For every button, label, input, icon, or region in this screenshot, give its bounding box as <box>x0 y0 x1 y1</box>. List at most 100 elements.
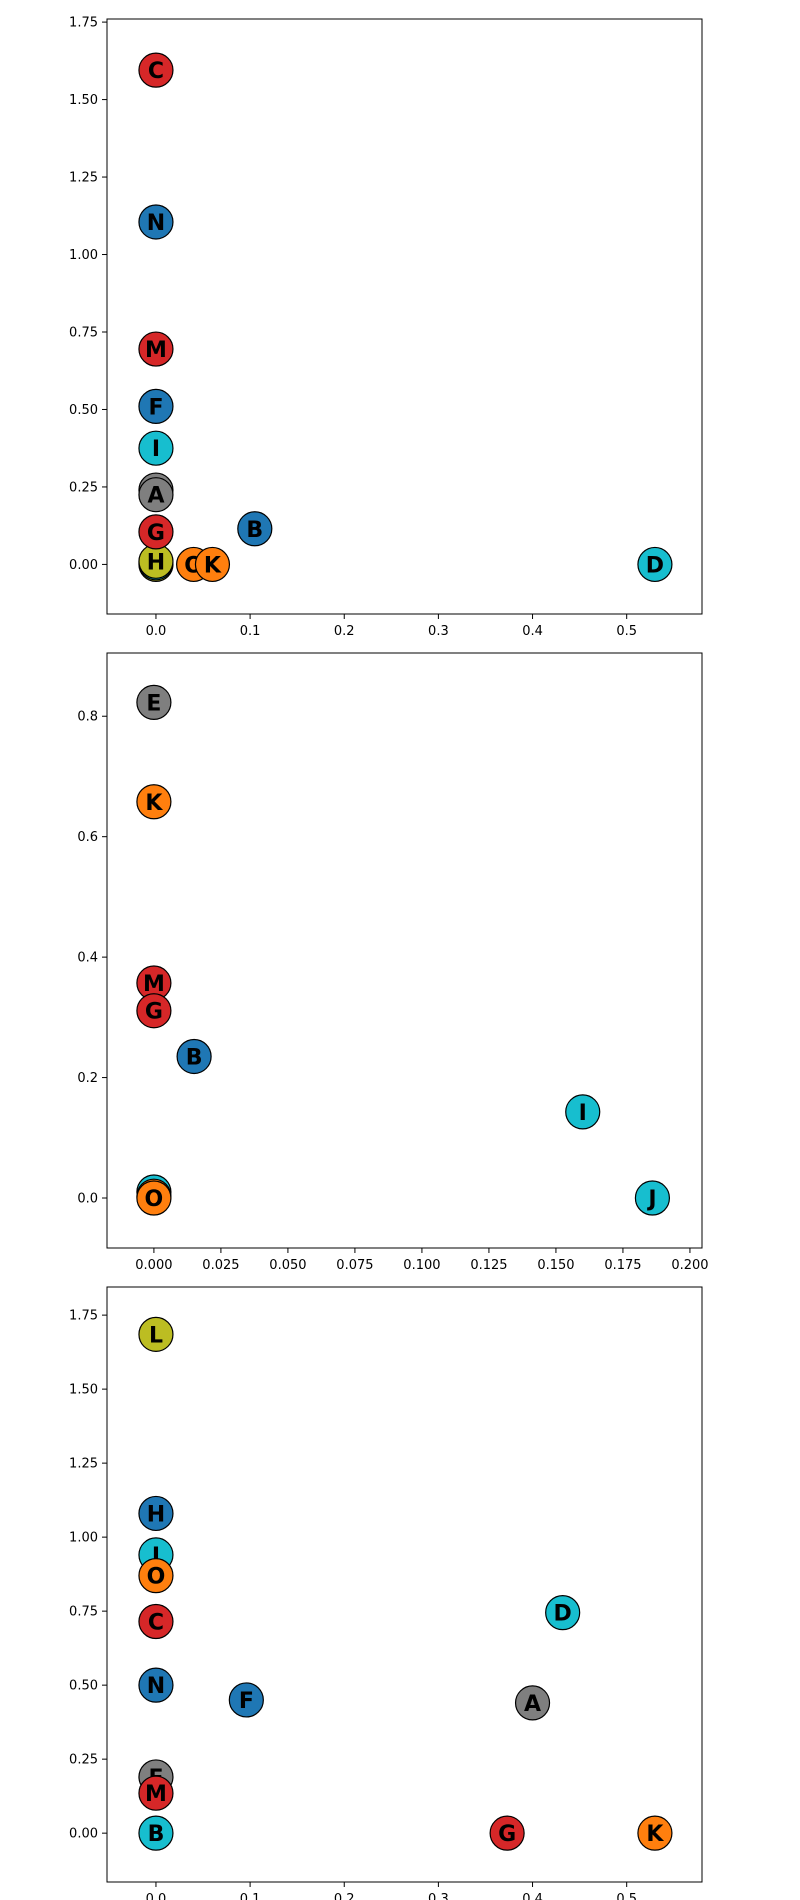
y-tick-label: 0.00 <box>69 1827 98 1842</box>
point-b: B <box>237 511 273 547</box>
plot-frame <box>106 1286 703 1883</box>
y-tick-label: 0.8 <box>77 710 98 725</box>
point-label: K <box>646 1822 664 1847</box>
point-marker <box>634 1180 671 1216</box>
point-l: L <box>138 1316 174 1352</box>
point-label: D <box>554 1602 572 1627</box>
point-label: F <box>148 395 163 420</box>
y-tick-label: 0.50 <box>69 1679 98 1694</box>
x-tick-label: 0.3 <box>428 1892 449 1900</box>
x-tick-label: 0.1 <box>240 624 261 639</box>
point-label: H <box>147 1502 165 1527</box>
point-marker <box>138 1603 174 1640</box>
subplot-2: 0.000 0.025 0.050 0.075 0.100 0.125 0.150 0.175… <box>77 652 709 1273</box>
point-marker <box>637 1815 673 1851</box>
point-label: D <box>646 553 664 578</box>
point-b: B <box>138 1815 174 1851</box>
point-h: H <box>138 543 174 579</box>
point-m: M <box>138 1775 174 1811</box>
point-label: N <box>147 1674 165 1699</box>
point-label: C <box>148 1611 164 1636</box>
point-label: M <box>145 338 167 363</box>
point-label: H <box>147 550 165 575</box>
point-g: G <box>489 1815 525 1851</box>
point-label: G <box>498 1822 516 1847</box>
x-tick-label: 0.4 <box>522 624 543 639</box>
point-m: M <box>138 331 174 367</box>
point-marker <box>545 1595 581 1631</box>
point-h: H <box>138 1495 174 1532</box>
point-marker <box>138 388 174 424</box>
point-f: F <box>138 388 174 424</box>
point-d: D <box>545 1595 581 1631</box>
y-tick-label: 0.6 <box>77 830 98 845</box>
x-tick-label: 0.0 <box>146 624 167 639</box>
point-marker <box>138 1316 174 1352</box>
point-marker <box>237 511 273 547</box>
y-tick-label: 1.25 <box>69 171 98 186</box>
point-label: A <box>147 484 164 509</box>
x-tick-label: 0.2 <box>334 624 355 639</box>
plot-frame <box>106 652 703 1249</box>
y-tick-label: 0.75 <box>69 1605 98 1620</box>
point-g: G <box>138 514 174 550</box>
y-tick-label: 1.75 <box>69 16 98 31</box>
point-label: E <box>146 691 161 716</box>
point-label: B <box>148 1822 165 1847</box>
point-label: M <box>145 1782 167 1807</box>
point-marker <box>136 684 172 720</box>
point-marker <box>637 546 673 583</box>
point-c: C <box>138 52 174 88</box>
point-a: A <box>138 477 174 513</box>
point-marker <box>138 1815 174 1851</box>
point-label: K <box>204 553 222 578</box>
x-tick-label: 0.0 <box>146 1892 167 1900</box>
point-label: C <box>148 59 164 84</box>
point-marker <box>138 1667 174 1703</box>
point-k: K <box>637 1815 673 1851</box>
point-m: M <box>136 965 172 1001</box>
point-label: L <box>149 1323 163 1348</box>
point-o: O <box>136 1180 172 1216</box>
y-tick-label: 1.50 <box>69 1383 98 1398</box>
x-tick-label: 0.125 <box>470 1258 507 1273</box>
point-marker <box>138 331 174 367</box>
point-label: B <box>246 518 263 543</box>
point-label: A <box>524 1692 541 1717</box>
x-tick-label: 0.050 <box>269 1258 306 1273</box>
point-d: D <box>637 546 673 583</box>
point-marker <box>176 1038 212 1075</box>
y-tick-label: 0.25 <box>69 480 98 495</box>
point-marker <box>194 546 231 583</box>
point-label: M <box>143 972 165 997</box>
point-k: K <box>194 546 231 583</box>
point-marker <box>228 1682 264 1718</box>
x-tick-label: 0.5 <box>616 1892 637 1900</box>
y-tick-label: 1.00 <box>69 1531 98 1546</box>
point-c: C <box>138 1603 174 1640</box>
point-label: O <box>147 1565 166 1590</box>
point-o: O <box>138 1558 174 1594</box>
x-tick-label: 0.200 <box>671 1258 708 1273</box>
y-tick-label: 0.00 <box>69 558 98 573</box>
y-tick-label: 1.50 <box>69 93 98 108</box>
x-tick-label: 0.3 <box>428 624 449 639</box>
point-label: F <box>239 1689 254 1714</box>
x-tick-label: 0.150 <box>537 1258 574 1273</box>
point-marker <box>138 1495 174 1532</box>
point-n: N <box>138 204 174 240</box>
point-a: A <box>514 1685 551 1721</box>
x-tick-label: 0.175 <box>604 1258 641 1273</box>
point-marker <box>514 1685 551 1721</box>
point-marker <box>136 993 172 1029</box>
point-i: I <box>138 430 174 466</box>
point-label: J <box>646 1187 656 1212</box>
point-i: I <box>565 1094 601 1130</box>
point-label: J <box>150 1544 160 1569</box>
x-tick-label: 0.2 <box>334 1892 355 1900</box>
point-label: N <box>147 211 165 236</box>
point-n: N <box>138 1667 174 1703</box>
point-marker <box>138 1775 174 1811</box>
x-tick-label: 0.100 <box>403 1258 440 1273</box>
